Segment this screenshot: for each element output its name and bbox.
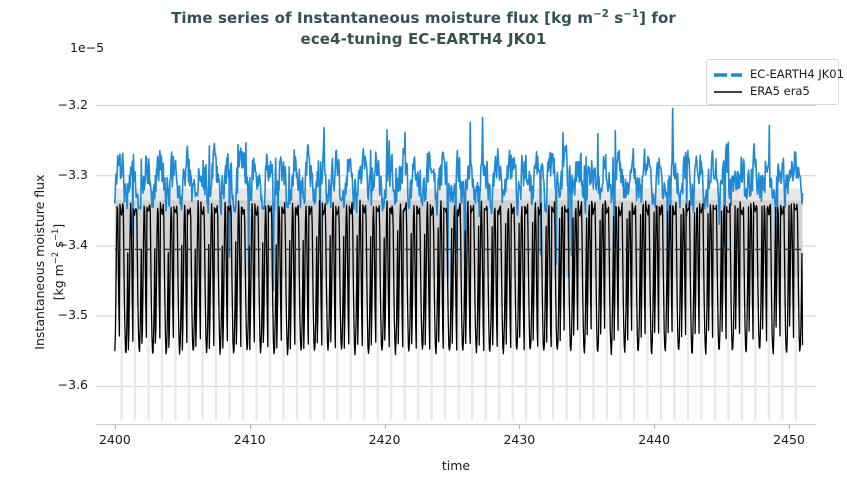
y-tick-label-2: −3.4: [57, 236, 88, 252]
x-axis-ticks: 2400 2410 2420 2430 2440 2450: [96, 425, 816, 455]
x-tick-mark-5: [789, 425, 791, 429]
y-axis-offset-text: 1e−5: [70, 40, 105, 55]
y-axis-ticks: −3.2 −3.3 −3.4 −3.5 −3.6: [0, 55, 96, 425]
legend-entry-0[interactable]: EC-EARTH4 JK01: [713, 65, 844, 82]
y-tick-label-1: −3.3: [57, 166, 88, 182]
chart-title: Time series of Instantaneous moisture fl…: [0, 4, 847, 50]
legend-swatch-solid-icon: [713, 84, 743, 98]
x-tick-label-0: 2400: [98, 432, 131, 447]
x-tick-label-5: 2450: [773, 432, 805, 447]
series-line-ec-earth4-jk01: [114, 107, 804, 292]
legend-label-1: ERA5 era5: [750, 83, 810, 98]
x-tick-label-3: 2430: [503, 432, 536, 447]
title-superscript-2: −1: [623, 9, 640, 20]
plot-area: [96, 55, 816, 425]
x-tick-label-1: 2410: [233, 432, 266, 447]
spike-texture: [120, 281, 797, 421]
x-axis-label: time: [441, 458, 471, 473]
title-superscript-1: −2: [593, 9, 609, 20]
chart-title-line-2: ece4-tuning EC-EARTH4 JK01: [300, 30, 547, 48]
x-tick-mark-0: [114, 425, 116, 429]
y-tick-label-0: −3.2: [57, 96, 88, 112]
legend-entry-1[interactable]: ERA5 era5: [713, 82, 832, 99]
y-tick-label-4: −3.6: [57, 377, 88, 393]
y-tick-label-3: −3.5: [57, 307, 88, 323]
series-line-era5-era5: [114, 199, 804, 356]
chart-title-line-1: Time series of Instantaneous moisture fl…: [171, 9, 676, 27]
x-tick-mark-3: [519, 425, 521, 429]
legend-label-0: EC-EARTH4 JK01: [750, 66, 844, 81]
legend-swatch-dashed-icon: [713, 67, 743, 81]
chart-canvas: [96, 55, 816, 425]
x-tick-mark-4: [654, 425, 656, 429]
x-tick-mark-1: [249, 425, 251, 429]
x-tick-mark-2: [384, 425, 386, 429]
x-tick-label-2: 2420: [368, 432, 401, 447]
x-tick-label-4: 2440: [638, 432, 671, 447]
chart-legend[interactable]: EC-EARTH4 JK01 ERA5 era5: [706, 59, 844, 105]
